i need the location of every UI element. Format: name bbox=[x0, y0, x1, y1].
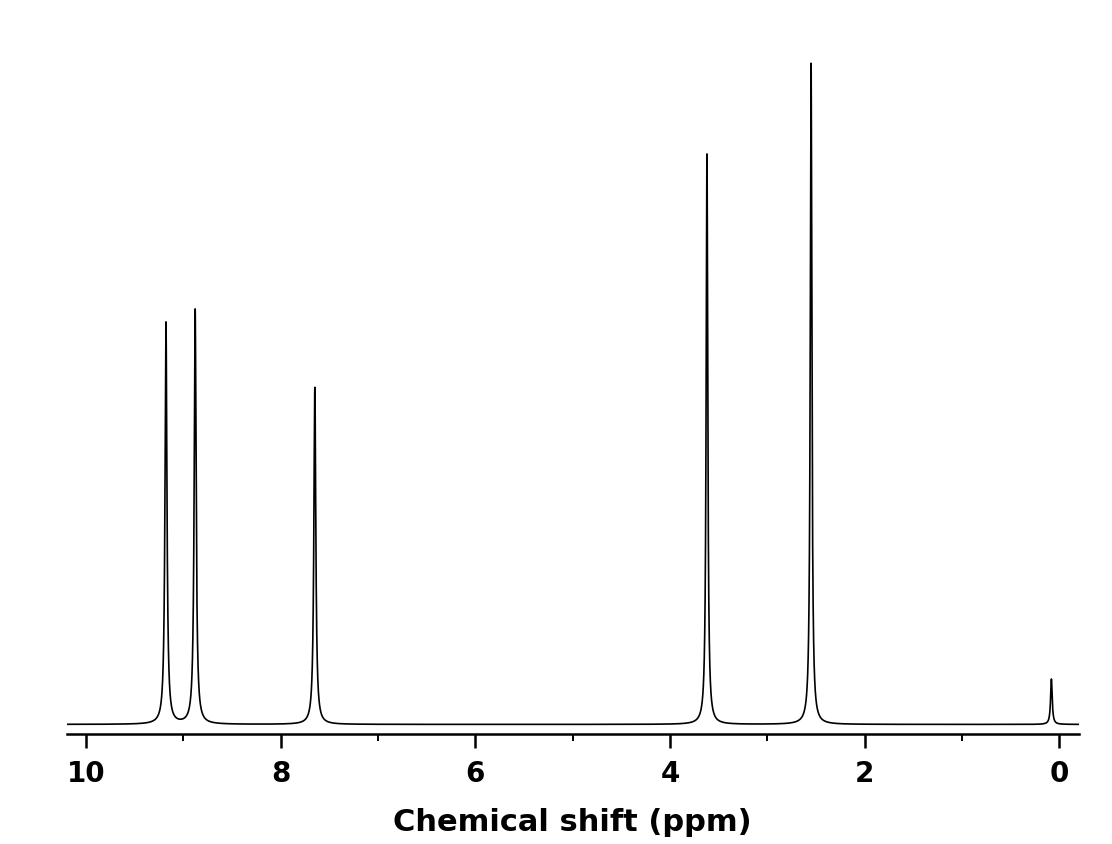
X-axis label: Chemical shift (ppm): Chemical shift (ppm) bbox=[394, 807, 752, 836]
